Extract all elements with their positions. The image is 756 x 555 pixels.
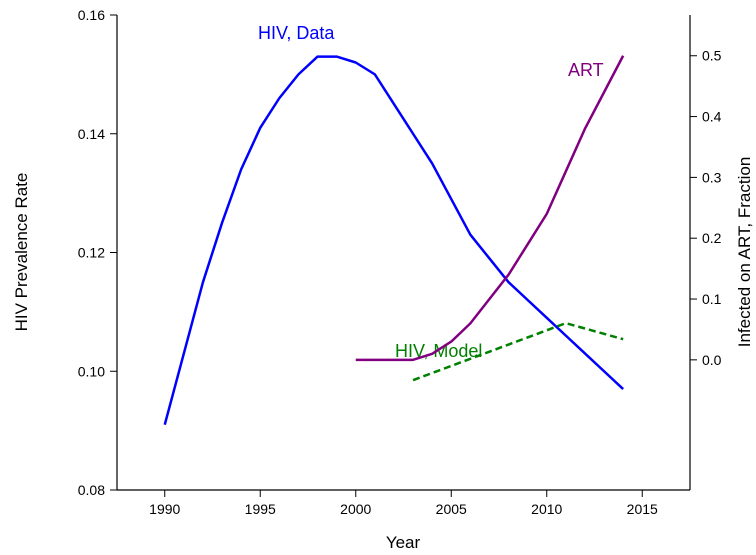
x-tick-label: 2005 bbox=[436, 501, 467, 517]
x-tick-label: 2015 bbox=[627, 501, 658, 517]
y-tick-label: 0.10 bbox=[78, 363, 105, 379]
series-line bbox=[412, 321, 624, 382]
x-tick-label: 1995 bbox=[245, 501, 276, 517]
x-tick-label: 2000 bbox=[340, 501, 371, 517]
y-tick-label: 0.12 bbox=[78, 245, 105, 261]
x-tick-label: 1990 bbox=[149, 501, 180, 517]
y-tick-label: 0.16 bbox=[78, 7, 105, 23]
y2-tick-label: 0.4 bbox=[702, 109, 722, 125]
x-tick-label: 2010 bbox=[531, 501, 562, 517]
series-line bbox=[355, 55, 625, 362]
series-line bbox=[163, 55, 625, 426]
y2-tick-label: 0.3 bbox=[702, 169, 722, 185]
y-tick-label: 0.14 bbox=[78, 126, 105, 142]
x-axis-title: Year bbox=[386, 533, 421, 552]
y2-tick-label: 0.2 bbox=[702, 230, 722, 246]
y-tick-label: 0.08 bbox=[78, 482, 105, 498]
y2-tick-label: 0.5 bbox=[702, 48, 722, 64]
series-label: HIV, Data bbox=[258, 23, 335, 43]
series-label: ART bbox=[568, 60, 604, 80]
y2-tick-label: 0.0 bbox=[702, 352, 722, 368]
y2-axis-title: Infected on ART, Fraction bbox=[735, 157, 754, 348]
y2-tick-label: 0.1 bbox=[702, 291, 722, 307]
y-axis-title: HIV Prevalence Rate bbox=[12, 173, 31, 332]
